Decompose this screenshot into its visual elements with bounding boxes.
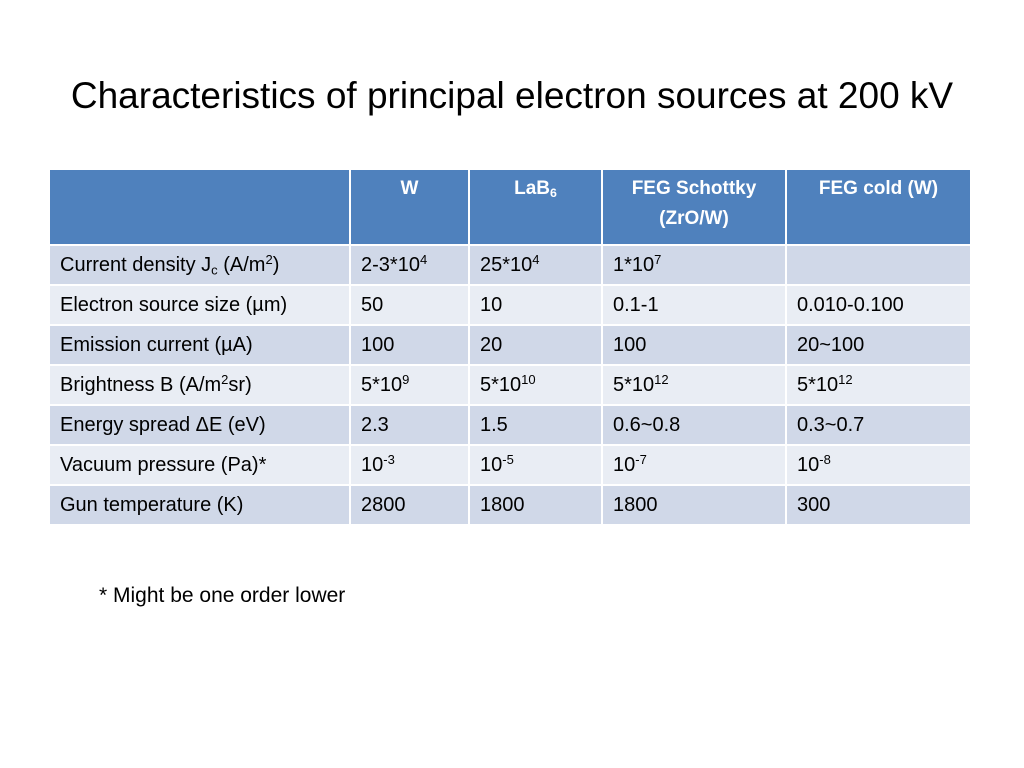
header-feg-cold: FEG cold (W) bbox=[785, 168, 972, 246]
cell-w: 2.3 bbox=[349, 404, 470, 446]
cell-lab6: 10-5 bbox=[468, 444, 603, 486]
cell-feg-schottky: 100 bbox=[601, 324, 787, 366]
cell-w: 5*109 bbox=[349, 364, 470, 406]
cell-feg-cold: 300 bbox=[785, 484, 972, 526]
row-label: Electron source size (µm) bbox=[48, 284, 351, 326]
row-label: Gun temperature (K) bbox=[48, 484, 351, 526]
row-label: Emission current (µA) bbox=[48, 324, 351, 366]
cell-w: 2800 bbox=[349, 484, 470, 526]
row-label: Current density Jc (A/m2) bbox=[48, 244, 351, 286]
table-body: Current density Jc (A/m2) 2-3*104 25*104 1*… bbox=[48, 244, 972, 526]
footnote: * Might be one order lower bbox=[99, 584, 346, 607]
cell-feg-schottky: 10-7 bbox=[601, 444, 787, 486]
table-row: Energy spread ΔE (eV) 2.3 1.5 0.6~0.8 0.3~0.… bbox=[48, 404, 972, 446]
cell-feg-schottky: 0.6~0.8 bbox=[601, 404, 787, 446]
cell-lab6: 10 bbox=[468, 284, 603, 326]
cell-feg-cold: 5*1012 bbox=[785, 364, 972, 406]
cell-w: 50 bbox=[349, 284, 470, 326]
table-row: Gun temperature (K) 2800 1800 1800 300 bbox=[48, 484, 972, 526]
row-label: Brightness B (A/m2sr) bbox=[48, 364, 351, 406]
cell-lab6: 1.5 bbox=[468, 404, 603, 446]
cell-lab6: 20 bbox=[468, 324, 603, 366]
cell-w: 100 bbox=[349, 324, 470, 366]
slide-title: Characteristics of principal electron so… bbox=[70, 75, 954, 116]
cell-feg-cold bbox=[785, 244, 972, 286]
cell-lab6: 1800 bbox=[468, 484, 603, 526]
cell-feg-schottky: 1*107 bbox=[601, 244, 787, 286]
cell-feg-schottky: 1800 bbox=[601, 484, 787, 526]
cell-feg-schottky: 5*1012 bbox=[601, 364, 787, 406]
cell-lab6: 5*1010 bbox=[468, 364, 603, 406]
table-row: Current density Jc (A/m2) 2-3*104 25*104 1*… bbox=[48, 244, 972, 286]
electron-sources-table: W LaB6 FEG Schottky (ZrO/W) FEG cold (W) … bbox=[48, 168, 972, 526]
header-w: W bbox=[349, 168, 470, 246]
cell-feg-cold: 10-8 bbox=[785, 444, 972, 486]
cell-w: 2-3*104 bbox=[349, 244, 470, 286]
row-label: Vacuum pressure (Pa)* bbox=[48, 444, 351, 486]
header-lab6: LaB6 bbox=[468, 168, 603, 246]
header-empty bbox=[48, 168, 351, 246]
table-row: Brightness B (A/m2sr) 5*109 5*1010 5*1012 5*… bbox=[48, 364, 972, 406]
cell-lab6: 25*104 bbox=[468, 244, 603, 286]
table-row: Emission current (µA) 100 20 100 20~100 bbox=[48, 324, 972, 366]
table-row: Electron source size (µm) 50 10 0.1-1 0.010-… bbox=[48, 284, 972, 326]
cell-feg-cold: 0.010-0.100 bbox=[785, 284, 972, 326]
table-header-row: W LaB6 FEG Schottky (ZrO/W) FEG cold (W) bbox=[48, 168, 972, 246]
table-row: Vacuum pressure (Pa)* 10-3 10-5 10-7 10-8 bbox=[48, 444, 972, 486]
cell-w: 10-3 bbox=[349, 444, 470, 486]
cell-feg-cold: 20~100 bbox=[785, 324, 972, 366]
header-feg-schottky: FEG Schottky (ZrO/W) bbox=[601, 168, 787, 246]
cell-feg-schottky: 0.1-1 bbox=[601, 284, 787, 326]
row-label: Energy spread ΔE (eV) bbox=[48, 404, 351, 446]
cell-feg-cold: 0.3~0.7 bbox=[785, 404, 972, 446]
